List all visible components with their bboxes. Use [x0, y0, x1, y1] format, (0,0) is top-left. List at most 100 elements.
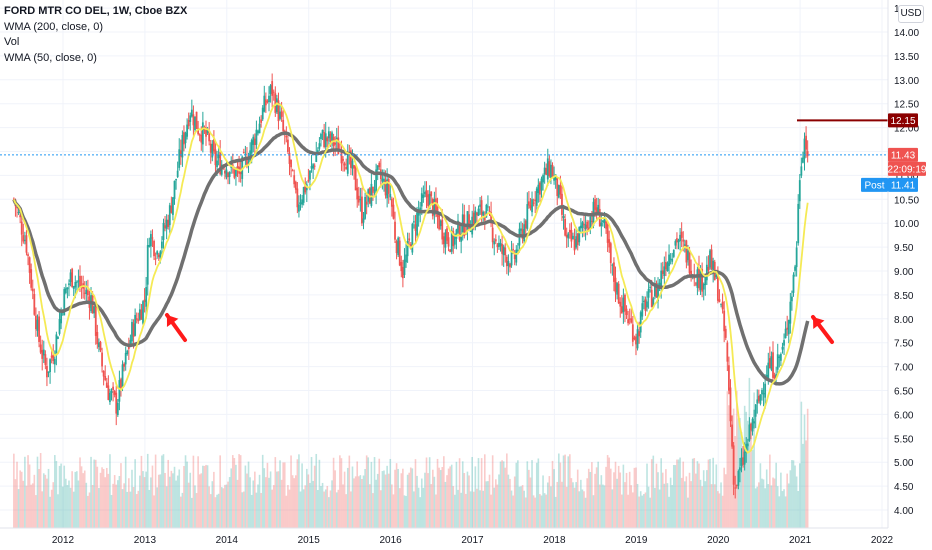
candle-body — [620, 306, 623, 314]
candle-body — [622, 297, 625, 313]
volume-bar — [723, 467, 725, 528]
volume-bar — [477, 458, 480, 528]
volume-bar — [745, 411, 748, 528]
time-axis[interactable]: 2012 2013 2014 2015 2016 2017 2018 2019 2020 2021… — [52, 535, 894, 546]
volume-bar — [676, 459, 678, 528]
candle-body — [35, 315, 37, 330]
volume-bar — [559, 462, 562, 528]
volume-bar — [795, 476, 798, 528]
candle-body — [172, 197, 174, 215]
volume-bar — [150, 477, 152, 528]
candle-body — [184, 132, 187, 144]
candle-body — [608, 239, 611, 248]
candle-body — [531, 199, 533, 213]
candle-body — [50, 355, 53, 358]
volume-bar — [458, 458, 461, 528]
candle-body — [521, 229, 524, 240]
candle-body — [487, 206, 489, 208]
candle-body — [258, 123, 261, 134]
candle-body — [572, 235, 574, 240]
volume-bar — [91, 485, 94, 528]
volume-bar — [391, 484, 393, 528]
candle-body — [553, 175, 555, 181]
volume-bar — [307, 474, 310, 528]
arrow-annotation[interactable] — [165, 313, 187, 342]
volume-bar — [778, 496, 781, 528]
candle-body — [657, 284, 659, 302]
candle-body — [242, 151, 245, 153]
candle-body — [438, 215, 441, 230]
volume-bar — [609, 468, 612, 528]
volume-bar — [584, 497, 587, 528]
volume-bar — [143, 477, 146, 528]
candle-body — [474, 210, 477, 227]
candle-body — [584, 224, 587, 230]
volume-bar — [672, 464, 675, 528]
candle-body — [561, 193, 563, 215]
candle-body — [792, 274, 795, 293]
symbol-title[interactable]: FORD MTR CO DEL, 1W, Cboe BZX — [4, 5, 188, 17]
candle-body — [208, 131, 211, 142]
candle-body — [559, 185, 562, 195]
legend: FORD MTR CO DEL, 1W, Cboe BZX WMA (200, … — [4, 4, 187, 66]
arrow-annotation[interactable] — [811, 315, 834, 344]
volume-bar — [699, 479, 702, 528]
candle-body — [381, 178, 384, 182]
y-tick-label: 12.50 — [894, 100, 919, 111]
legend-vol[interactable]: Vol — [4, 36, 20, 48]
candle-body — [370, 183, 373, 206]
candle-body — [420, 193, 423, 207]
candle-body — [329, 133, 332, 142]
candle-body — [290, 159, 292, 168]
candle-body — [307, 179, 310, 182]
candle-body — [279, 111, 281, 119]
candle-body — [624, 294, 626, 312]
volume-bar — [260, 492, 262, 528]
volume-bar — [57, 494, 59, 528]
candle-body — [639, 312, 642, 333]
volume-bar — [762, 479, 765, 528]
volume-bar — [381, 471, 384, 528]
legend-wma50[interactable]: WMA (50, close, 0) — [4, 51, 97, 64]
candle-body — [501, 244, 504, 254]
volume-bar — [227, 481, 229, 528]
candle-body — [732, 445, 735, 485]
legend-wma200[interactable]: WMA (200, close, 0) — [4, 20, 104, 33]
volume-bar — [306, 468, 308, 528]
volume-bar — [454, 494, 456, 528]
candle-body — [642, 300, 645, 302]
candle-body — [340, 149, 343, 164]
candle-body — [745, 443, 748, 453]
candle-body — [721, 301, 724, 310]
currency-button[interactable]: USD — [898, 5, 924, 23]
candle-body — [400, 262, 403, 272]
volume-bar — [424, 472, 426, 528]
candle-body — [554, 174, 557, 181]
volume-bar — [677, 459, 680, 528]
candle-body — [672, 249, 675, 257]
candle-body — [296, 188, 299, 208]
volume-bar — [690, 481, 692, 528]
volume-bar — [197, 456, 199, 528]
volume-bar — [518, 486, 521, 528]
volume-bar — [192, 455, 195, 528]
candle-body — [480, 200, 483, 215]
candle-body — [19, 215, 22, 218]
candle-body — [140, 309, 143, 320]
volume-bar — [361, 478, 363, 528]
volume-bar — [16, 461, 18, 528]
candle-body — [676, 238, 678, 243]
price-axis[interactable]: 4.00 4.50 5.00 5.50 6.00 6.50 7.00 7.50 8.00 8.50… — [894, 4, 919, 517]
volume-bar — [321, 482, 324, 528]
volume-bar — [288, 489, 291, 528]
volume-bar — [561, 481, 563, 528]
candle-body — [179, 150, 182, 157]
volume-bar — [534, 497, 536, 528]
volume-bar — [255, 492, 258, 528]
candle-body — [252, 136, 255, 145]
candle-body — [791, 296, 793, 302]
volume-bar — [208, 486, 210, 528]
candle-body — [611, 264, 614, 266]
volume-bar — [573, 487, 576, 528]
